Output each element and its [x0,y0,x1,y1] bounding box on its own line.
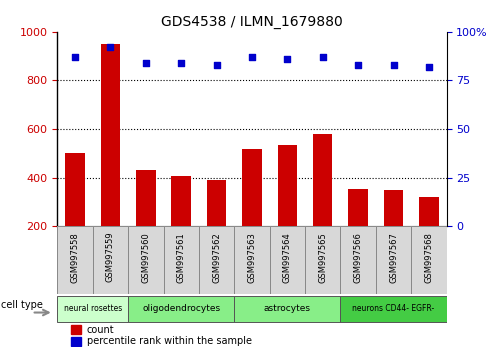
FancyBboxPatch shape [199,226,235,295]
FancyBboxPatch shape [340,226,376,295]
Bar [71,337,81,346]
Text: GSM997559: GSM997559 [106,232,115,282]
Bar [348,189,368,226]
Point [283,56,291,62]
Bar [136,170,156,226]
FancyBboxPatch shape [235,296,340,322]
Text: GSM997561: GSM997561 [177,232,186,282]
FancyBboxPatch shape [269,226,305,295]
Point [106,45,114,50]
Text: oligodendrocytes: oligodendrocytes [142,304,220,313]
FancyBboxPatch shape [57,226,93,295]
FancyBboxPatch shape [305,226,340,295]
Point [248,54,256,60]
FancyBboxPatch shape [128,296,235,322]
Bar [172,176,191,226]
FancyBboxPatch shape [93,226,128,295]
Title: GDS4538 / ILMN_1679880: GDS4538 / ILMN_1679880 [161,16,343,29]
FancyBboxPatch shape [340,296,447,322]
Text: percentile rank within the sample: percentile rank within the sample [87,336,251,346]
Point [354,62,362,68]
Point [213,62,221,68]
Point [319,54,327,60]
Bar [65,153,85,226]
Text: GSM997562: GSM997562 [212,232,221,282]
Text: cell type: cell type [1,301,43,310]
Text: count: count [87,325,114,335]
Bar [207,180,227,226]
Text: neurons CD44- EGFR-: neurons CD44- EGFR- [352,304,435,313]
Text: GSM997558: GSM997558 [70,232,79,282]
Point [390,62,398,68]
Text: GSM997563: GSM997563 [248,232,256,282]
FancyBboxPatch shape [128,226,164,295]
Point [425,64,433,70]
Text: GSM997567: GSM997567 [389,232,398,282]
Bar [243,149,261,226]
Bar [313,134,332,226]
Bar [277,145,297,226]
Text: astrocytes: astrocytes [264,304,311,313]
Text: GSM997560: GSM997560 [141,232,150,282]
Text: neural rosettes: neural rosettes [64,304,122,313]
FancyBboxPatch shape [235,226,269,295]
Bar [101,44,120,226]
Point [177,60,185,66]
FancyBboxPatch shape [164,226,199,295]
FancyBboxPatch shape [411,226,447,295]
Point [71,54,79,60]
Bar [71,325,81,334]
Point [142,60,150,66]
FancyBboxPatch shape [376,226,411,295]
Text: GSM997566: GSM997566 [354,232,363,282]
Bar [419,197,439,226]
Bar [384,190,403,226]
FancyBboxPatch shape [57,296,128,322]
Text: GSM997565: GSM997565 [318,232,327,282]
Text: GSM997564: GSM997564 [283,232,292,282]
Text: GSM997568: GSM997568 [425,232,434,282]
